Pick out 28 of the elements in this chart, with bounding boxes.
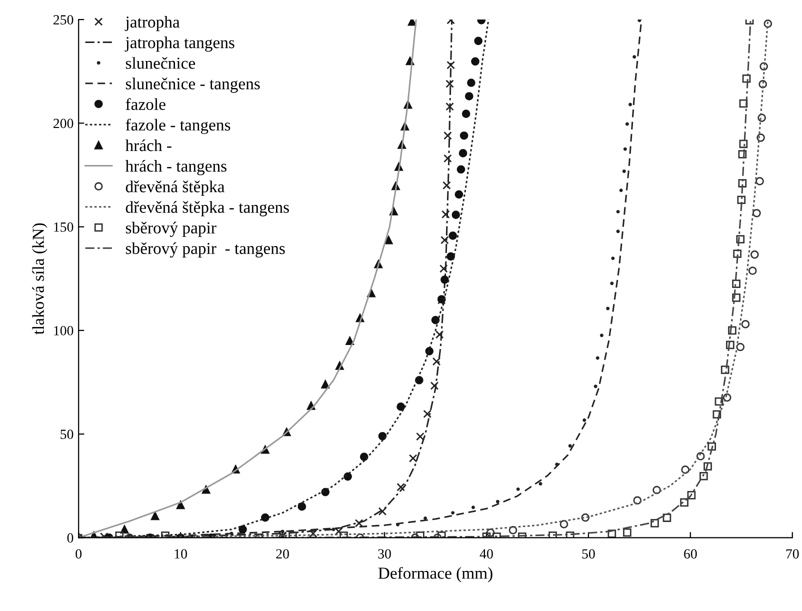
x-tick-label: 30 — [378, 549, 391, 559]
x-tick-label: 0 — [76, 549, 82, 559]
x-tick-label: 60 — [684, 549, 697, 559]
y-tick-label: 150 — [54, 222, 74, 232]
y-axis-title: tlaková síla (kN) — [32, 223, 48, 334]
legend-label: fazole — [126, 98, 166, 110]
legend-label: jatropha — [124, 16, 180, 32]
x-axis-title: Deformace (mm) — [378, 566, 492, 582]
y-tick-label: 50 — [60, 430, 74, 440]
legend-label: sběrový papir - tangens — [126, 242, 285, 258]
y-tick-label: 0 — [67, 533, 74, 543]
x-tick-label: 50 — [582, 549, 595, 559]
legend-label: slunečnice - tangens — [126, 78, 260, 93]
legend-label: dřevěná štěpka - tangens — [126, 201, 289, 216]
legend-label: slunečnice — [126, 57, 196, 69]
x-tick-label: 20 — [276, 549, 289, 559]
legend-label: hrách - tangens — [125, 160, 226, 176]
x-tick-label: 10 — [174, 549, 187, 559]
legend-label: dřevěná štěpka — [126, 180, 225, 196]
x-tick-label: 40 — [480, 549, 493, 559]
y-tick-label: 250 — [54, 15, 74, 25]
legend-label: jatropha tangens — [124, 36, 234, 52]
y-tick-label: 100 — [54, 326, 74, 336]
legend-label: fazole - tangens — [126, 118, 230, 134]
legend-label: sběrový papir — [126, 222, 216, 237]
y-tick-label: 200 — [54, 118, 74, 128]
x-tick-label: 70 — [786, 549, 799, 559]
legend-label: hrách - — [125, 139, 172, 152]
